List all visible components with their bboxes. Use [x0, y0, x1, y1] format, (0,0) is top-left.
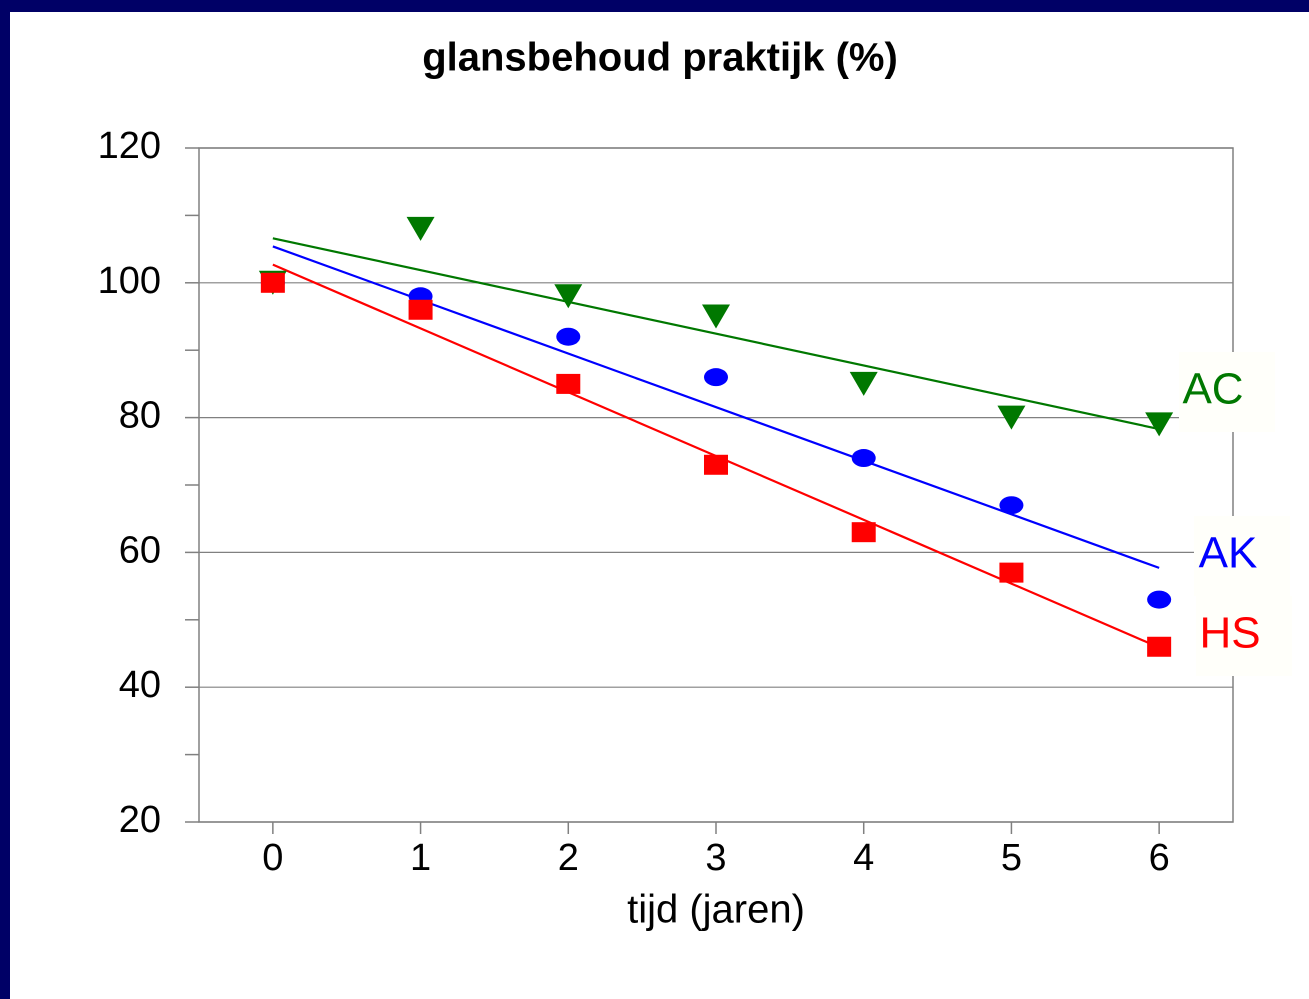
marker	[704, 368, 728, 387]
y-tick-label: 100	[98, 260, 161, 302]
y-tick-label: 20	[119, 799, 161, 841]
marker	[851, 522, 876, 543]
y-tick-label: 40	[119, 664, 161, 706]
background	[10, 12, 1309, 999]
trend-line	[272, 237, 1160, 431]
marker	[997, 405, 1026, 430]
marker	[556, 327, 581, 346]
series-label-bg	[1194, 516, 1290, 596]
marker	[408, 299, 433, 320]
y-tick-label: 120	[98, 125, 161, 167]
x-tick-label: 3	[705, 837, 726, 879]
marker	[1147, 590, 1172, 609]
series-label: HS	[1199, 609, 1260, 658]
series-label: AK	[1199, 529, 1258, 578]
marker	[704, 454, 728, 475]
x-axis-label: tijd (jaren)	[627, 888, 805, 932]
y-tick-label: 60	[119, 529, 161, 571]
x-tick-label: 4	[853, 837, 874, 879]
marker	[554, 284, 583, 309]
series-label: AC	[1182, 365, 1243, 414]
marker	[260, 272, 285, 293]
marker	[999, 562, 1024, 583]
y-tick-label: 80	[119, 395, 161, 437]
marker	[849, 371, 878, 396]
x-tick-label: 1	[410, 837, 431, 879]
series-label-bg	[1179, 352, 1275, 432]
marker	[851, 449, 876, 468]
x-tick-label: 0	[262, 837, 283, 879]
x-tick-label: 6	[1149, 837, 1170, 879]
x-tick-label: 2	[558, 837, 579, 879]
chart-title: glansbehoud praktijk (%)	[422, 36, 898, 80]
marker	[406, 216, 435, 241]
marker	[1147, 636, 1172, 657]
marker	[999, 496, 1024, 515]
marker	[556, 373, 581, 394]
marker	[702, 304, 730, 329]
marker	[1145, 412, 1174, 437]
series-label-bg	[1196, 596, 1292, 676]
x-tick-label: 5	[1001, 837, 1022, 879]
